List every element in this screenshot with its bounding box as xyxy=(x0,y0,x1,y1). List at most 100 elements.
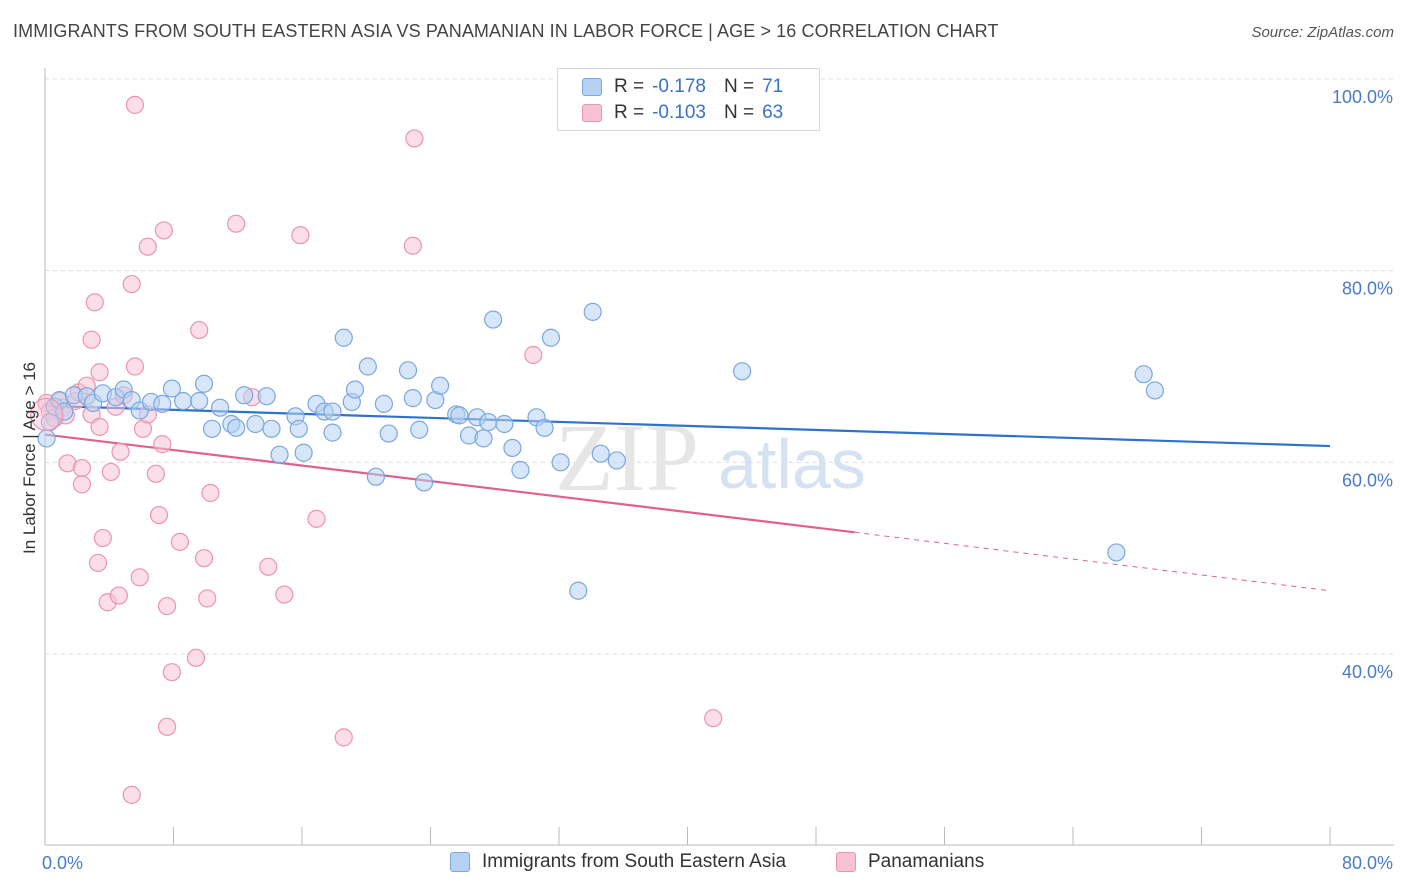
r-label: R = xyxy=(614,76,645,97)
pink-point xyxy=(149,505,169,525)
blue-point xyxy=(194,374,214,393)
pink-point xyxy=(109,586,128,605)
n-value: 63 xyxy=(762,102,784,123)
legend-label: Panamanians xyxy=(868,851,985,872)
blue-point xyxy=(450,406,469,425)
pink-point xyxy=(122,785,141,804)
pink-point xyxy=(72,458,92,478)
tick-labels: 100.0% 80.0% 60.0% 40.0% 0.0% 80.0% xyxy=(42,87,1393,873)
r-value: -0.178 xyxy=(652,76,706,97)
blue-swatch xyxy=(450,852,470,872)
blue-point xyxy=(210,398,230,417)
blue-point xyxy=(1145,381,1165,400)
y-tick-label: 100.0% xyxy=(1332,87,1393,107)
y-tick-label: 60.0% xyxy=(1342,470,1393,490)
blue-point xyxy=(294,443,313,462)
blue-point xyxy=(227,418,246,437)
data-points xyxy=(30,95,1165,804)
pink-point xyxy=(227,214,246,233)
pink-point xyxy=(125,95,145,114)
x-tick-label: 80.0% xyxy=(1342,853,1393,873)
blue-point xyxy=(55,402,74,421)
pink-point xyxy=(334,728,353,747)
blue-point xyxy=(1134,365,1153,384)
pink-point xyxy=(101,462,120,482)
blue-point xyxy=(162,379,181,398)
pink-point xyxy=(90,417,109,436)
grid-lines xyxy=(45,78,1394,655)
pink-point xyxy=(72,475,92,494)
chart-source: Source: ZipAtlas.com xyxy=(1251,24,1394,41)
blue-point xyxy=(403,389,422,408)
blue-point xyxy=(246,414,265,434)
pink-point xyxy=(125,357,145,376)
blue-point xyxy=(262,419,281,438)
blue-point xyxy=(479,412,498,432)
blue-point xyxy=(583,302,602,321)
pink-point xyxy=(190,320,209,340)
pink-trend-extension xyxy=(854,531,1331,592)
blue-point xyxy=(190,391,209,411)
blue-point xyxy=(410,420,429,439)
blue-point xyxy=(551,453,570,472)
r-value: -0.103 xyxy=(652,102,706,123)
pink-point xyxy=(201,483,220,503)
trend-lines xyxy=(44,404,1331,592)
blue-point xyxy=(398,361,418,380)
stats-legend-row-pink: R = -0.103 N = 63 xyxy=(582,100,783,126)
pink-point xyxy=(90,363,109,382)
blue-point xyxy=(541,328,561,347)
blue-point xyxy=(257,387,276,406)
pink-point xyxy=(157,717,177,736)
pink-point xyxy=(122,274,141,294)
blue-point xyxy=(1107,543,1126,562)
blue-point xyxy=(511,460,530,480)
blue-point xyxy=(202,419,222,438)
pink-trend-line xyxy=(44,433,855,534)
pink-point xyxy=(275,585,294,604)
pink-point xyxy=(93,528,112,548)
legend-label: Immigrants from South Eastern Asia xyxy=(482,851,787,872)
blue-point xyxy=(607,451,626,470)
y-tick-label: 80.0% xyxy=(1342,279,1393,299)
pink-point xyxy=(186,648,206,667)
pink-point xyxy=(291,226,310,245)
legend-item-panamanians[interactable]: Panamanians xyxy=(836,851,984,873)
axes xyxy=(44,68,1394,846)
n-label: N = xyxy=(723,76,755,97)
blue-point xyxy=(535,418,554,437)
pink-point xyxy=(403,236,422,255)
blue-point xyxy=(379,424,398,443)
blue-point xyxy=(503,438,522,458)
r-label: R = xyxy=(614,102,645,123)
stats-legend: R = -0.178 N = 71 R = -0.103 N = 63 xyxy=(557,68,820,131)
blue-point xyxy=(733,362,752,381)
blue-point xyxy=(235,386,254,405)
legend-item-immigrants[interactable]: Immigrants from South Eastern Asia xyxy=(450,851,786,873)
blue-swatch xyxy=(582,78,602,96)
pink-point xyxy=(704,709,723,728)
pink-point xyxy=(170,532,190,551)
blue-point xyxy=(289,419,308,438)
blue-point xyxy=(484,310,503,329)
pink-swatch xyxy=(582,104,602,122)
chart-title: IMMIGRANTS FROM SOUTH EASTERN ASIA VS PA… xyxy=(13,21,999,41)
stats-legend-row-blue: R = -0.178 N = 71 xyxy=(582,74,783,100)
pink-point xyxy=(111,442,130,461)
blue-point xyxy=(153,394,172,413)
watermark-atlas: atlas xyxy=(718,425,866,503)
pink-point xyxy=(88,553,108,573)
pink-swatch xyxy=(836,852,856,872)
blue-point xyxy=(174,391,193,411)
blue-point xyxy=(495,414,514,434)
pink-point xyxy=(198,589,217,608)
watermark-zip: ZIP xyxy=(555,404,699,511)
pink-point xyxy=(138,237,157,256)
pink-point xyxy=(307,509,326,528)
blue-point xyxy=(345,380,365,399)
blue-point xyxy=(414,473,434,492)
y-tick-label: 40.0% xyxy=(1342,662,1393,682)
pink-point xyxy=(157,596,177,616)
pink-point xyxy=(85,293,104,312)
